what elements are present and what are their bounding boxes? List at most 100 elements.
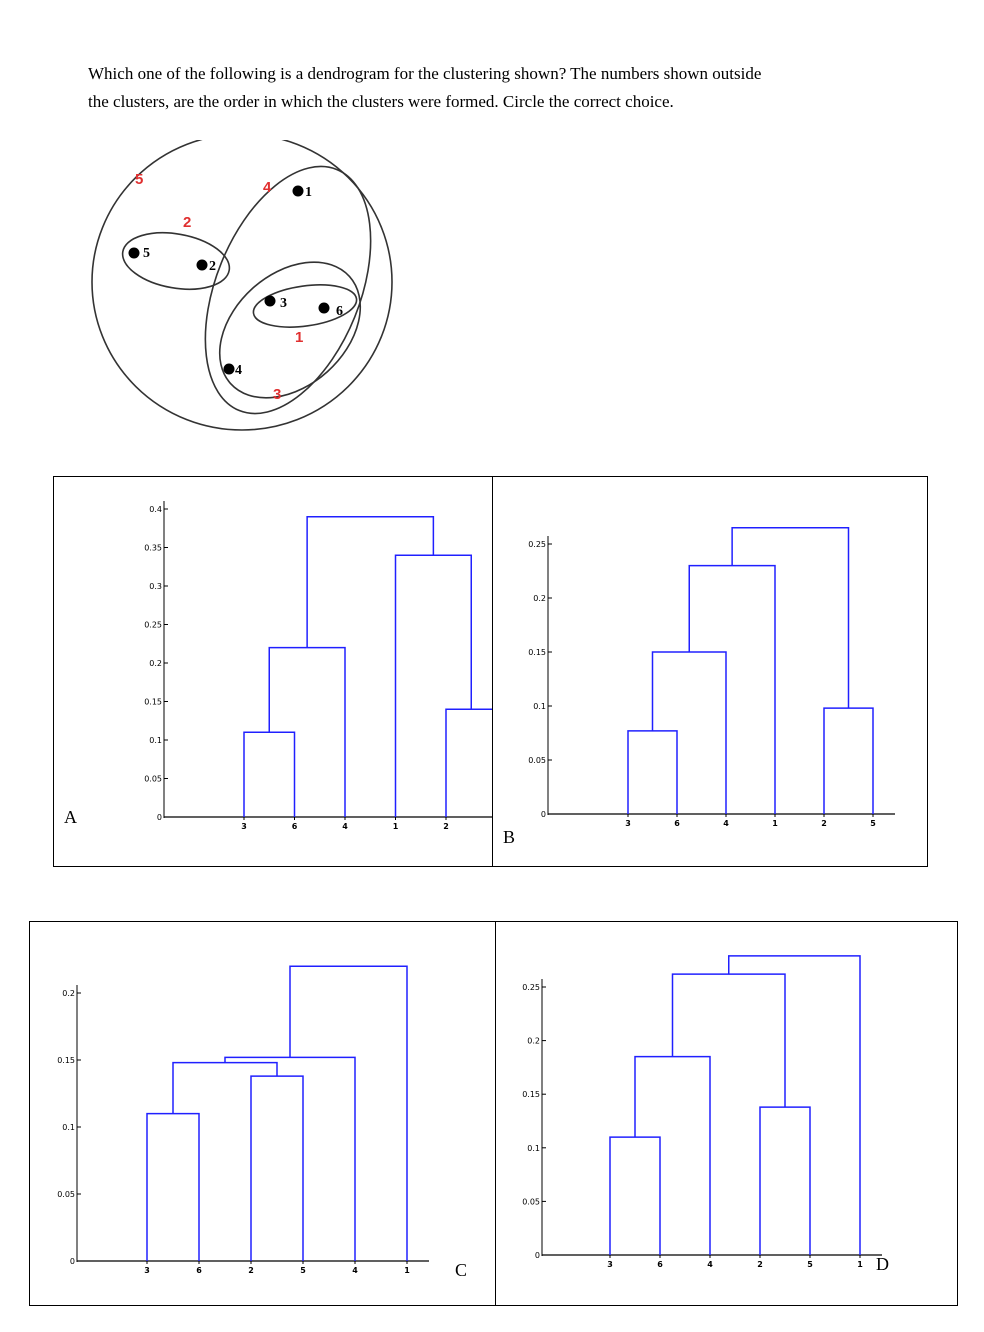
dendrogram-a: 00.050.10.150.20.250.30.350.4364125 <box>144 501 495 831</box>
y-tick-label: 0 <box>541 810 546 819</box>
point-4-label: 4 <box>235 363 242 378</box>
option-b-panel[interactable]: 0 0.05 0.1 0.15 0.2 0.25 3 6 4 1 2 5 B <box>492 476 928 867</box>
y-tick-label: 0.3 <box>149 582 162 591</box>
point-3-dot <box>264 295 276 307</box>
dendrogram-link <box>394 554 472 817</box>
y-tick-label: 0.05 <box>522 1197 540 1206</box>
y-tick-label: 0.15 <box>522 1090 540 1099</box>
cluster-4-outline <box>204 165 372 415</box>
x-tick-label: 1 <box>404 1266 410 1275</box>
x-tick-label: 1 <box>393 822 399 831</box>
dendrogram-link <box>627 730 678 814</box>
y-tick-label: 0.4 <box>149 505 162 514</box>
x-tick-label: 6 <box>657 1260 663 1269</box>
dendrogram-link <box>445 708 495 817</box>
point-1-label: 1 <box>305 185 312 200</box>
order-label-5: 5 <box>135 171 143 188</box>
question-line-1: Which one of the following is a dendrogr… <box>88 64 762 83</box>
cluster-5-outline <box>91 140 393 431</box>
point-1-dot <box>292 185 304 197</box>
question-text: Which one of the following is a dendrogr… <box>88 60 928 116</box>
x-tick-label: 3 <box>144 1266 150 1275</box>
dendrogram-link <box>728 955 861 1255</box>
x-tick-label: 3 <box>625 819 631 828</box>
x-tick-label: 6 <box>292 822 298 831</box>
dendrogram-b: 0 0.05 0.1 0.15 0.2 0.25 3 6 4 1 2 5 <box>528 527 895 828</box>
question-line-2: the clusters, are the order in which the… <box>88 92 674 111</box>
point-5-dot <box>128 247 140 259</box>
order-label-4: 4 <box>263 179 272 196</box>
cluster-diagram: 5 2 1 3 6 4 5 2 4 1 3 <box>91 140 393 431</box>
x-tick-label: 5 <box>300 1266 306 1275</box>
dendrogram-link <box>759 1106 811 1255</box>
x-tick-label: 3 <box>607 1260 613 1269</box>
option-d-label: D <box>876 1254 889 1274</box>
y-tick-label: 0.1 <box>149 736 162 745</box>
y-tick-label: 0.1 <box>527 1144 540 1153</box>
option-b-label: B <box>503 827 516 847</box>
y-tick-label: 0.25 <box>528 540 546 549</box>
dendrogram-link <box>651 651 727 814</box>
x-tick-label: 2 <box>757 1260 763 1269</box>
y-tick-label: 0.25 <box>522 983 540 992</box>
option-a-label: A <box>64 807 77 827</box>
point-4-dot <box>223 363 235 375</box>
y-tick-label: 0.2 <box>527 1037 540 1046</box>
y-tick-label: 0 <box>70 1257 75 1266</box>
y-tick-label: 0 <box>535 1251 540 1260</box>
point-6-dot <box>318 302 330 314</box>
dendrogram-link <box>634 1055 711 1255</box>
option-d-panel[interactable]: 0 0.05 0.1 0.15 0.2 0.25 3 6 4 2 5 1 D <box>495 921 958 1306</box>
dendrogram-link <box>289 965 408 1261</box>
y-tick-label: 0.35 <box>144 544 162 553</box>
point-5-label: 5 <box>143 246 150 261</box>
y-tick-label: 0.15 <box>144 698 162 707</box>
y-tick-label: 0.25 <box>144 621 162 630</box>
point-6-label: 6 <box>336 304 343 319</box>
y-tick-label: 0.2 <box>533 594 546 603</box>
point-2-dot <box>196 259 208 271</box>
y-tick-label: 0.05 <box>528 756 546 765</box>
option-c-panel[interactable]: 0 0.05 0.1 0.15 0.2 3 6 2 5 4 1 C <box>29 921 496 1306</box>
x-tick-label: 2 <box>443 822 449 831</box>
point-2-label: 2 <box>209 259 216 274</box>
point-3-label: 3 <box>280 296 287 311</box>
dendrogram-link <box>823 707 874 814</box>
x-tick-label: 5 <box>870 819 876 828</box>
dendrogram-link <box>146 1112 200 1261</box>
dendrogram-link <box>731 527 850 709</box>
y-tick-label: 0.1 <box>533 702 546 711</box>
option-a-panel[interactable]: 00.050.10.150.20.250.30.350.4364125 A <box>53 476 495 867</box>
dendrogram-link <box>671 973 786 1108</box>
option-c-label: C <box>455 1260 468 1280</box>
x-tick-label: 2 <box>821 819 827 828</box>
x-tick-label: 6 <box>196 1266 202 1275</box>
dendrogram-link <box>224 1056 356 1261</box>
y-tick-label: 0.2 <box>149 659 162 668</box>
y-tick-label: 0.15 <box>57 1056 75 1065</box>
x-tick-label: 1 <box>857 1260 863 1269</box>
y-tick-label: 0.2 <box>62 989 75 998</box>
x-tick-label: 2 <box>248 1266 254 1275</box>
x-tick-label: 1 <box>772 819 778 828</box>
dendrogram-link <box>243 731 296 817</box>
dendrogram-link <box>306 515 435 648</box>
x-tick-label: 4 <box>707 1260 713 1269</box>
dendrogram-link <box>688 564 776 814</box>
y-tick-label: 0.05 <box>57 1190 75 1199</box>
order-label-1: 1 <box>295 329 303 346</box>
x-tick-label: 4 <box>352 1266 358 1275</box>
x-tick-label: 4 <box>723 819 729 828</box>
cluster-1-outline <box>252 284 358 328</box>
x-tick-label: 3 <box>241 822 247 831</box>
y-tick-label: 0 <box>157 813 162 822</box>
dendrogram-link <box>172 1061 278 1114</box>
dendrogram-c: 0 0.05 0.1 0.15 0.2 3 6 2 5 4 1 <box>57 965 429 1275</box>
x-tick-label: 6 <box>674 819 680 828</box>
x-tick-label: 4 <box>342 822 348 831</box>
cluster-2-outline <box>121 232 231 290</box>
y-tick-label: 0.1 <box>62 1123 75 1132</box>
y-tick-label: 0.05 <box>144 775 162 784</box>
cluster-3-outline <box>218 261 362 399</box>
x-tick-label: 5 <box>807 1260 813 1269</box>
